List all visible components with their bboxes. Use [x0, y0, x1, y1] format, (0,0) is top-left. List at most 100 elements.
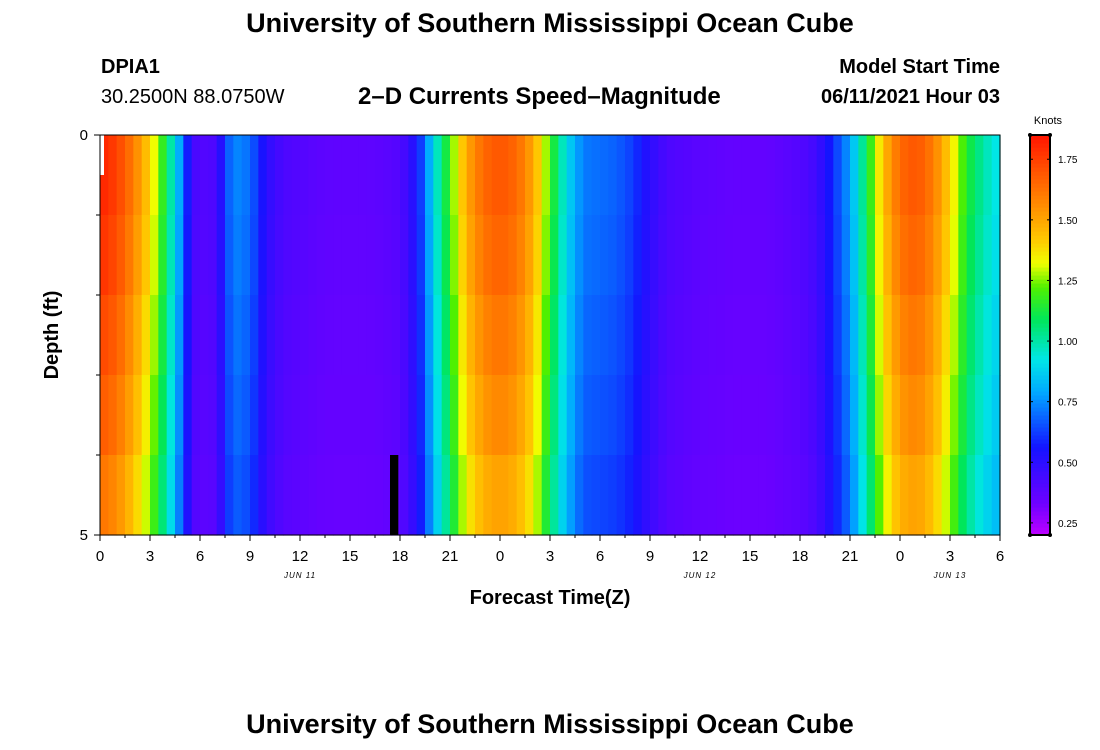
heatmap-cell — [475, 375, 484, 456]
heatmap-cell — [316, 135, 326, 216]
x-tick-label: 18 — [392, 548, 409, 565]
heatmap-cell — [233, 295, 243, 376]
heatmap-cell — [783, 375, 793, 456]
heatmap-cell — [958, 215, 968, 296]
heatmap-cell — [458, 135, 468, 216]
heatmap-cell — [400, 295, 409, 376]
heatmap-cell — [550, 135, 559, 216]
heatmap-cell — [225, 295, 234, 376]
heatmap-cell — [250, 455, 259, 536]
heatmap-cell — [658, 295, 668, 376]
x-tick-label: 0 — [96, 548, 104, 565]
heatmap-cell — [258, 375, 268, 456]
heatmap-cell — [775, 375, 784, 456]
heatmap-cell — [833, 375, 843, 456]
heatmap-cell — [816, 295, 826, 376]
heatmap-cell — [716, 215, 726, 296]
heatmap-cell — [583, 135, 593, 216]
heatmap-cell — [275, 215, 284, 296]
heatmap-cell — [683, 215, 693, 296]
heatmap-cell — [400, 135, 409, 216]
heatmap-cell — [808, 455, 818, 536]
plot-title: 2–D Currents Speed–Magnitude — [358, 83, 721, 110]
colorbar-segment — [1030, 287, 1050, 292]
heatmap-cell — [991, 295, 1001, 376]
colorbar-segment — [1030, 435, 1050, 440]
heatmap-cell — [441, 295, 451, 376]
heatmap-cell — [908, 135, 918, 216]
heatmap-cell — [525, 215, 534, 296]
heatmap-cell — [466, 375, 476, 456]
heatmap-cell — [791, 295, 801, 376]
heatmap-cell — [383, 215, 393, 296]
heatmap-cell — [741, 455, 751, 536]
heatmap-cell — [458, 215, 468, 296]
heatmap-cell — [741, 375, 751, 456]
heatmap-cell — [425, 135, 434, 216]
heatmap-cell — [658, 215, 668, 296]
heatmap-cell — [691, 295, 701, 376]
heatmap-cell — [400, 455, 409, 536]
colorbar-segment — [1030, 459, 1050, 464]
heatmap-cell — [808, 295, 818, 376]
colorbar-segment — [1030, 335, 1050, 340]
heatmap-cell — [558, 455, 568, 536]
heatmap-cell — [191, 455, 201, 536]
colorbar-segment — [1030, 159, 1050, 164]
heatmap-cell — [700, 295, 709, 376]
heatmap-cell — [325, 215, 334, 296]
heatmap-cell — [675, 375, 684, 456]
heatmap-cell — [666, 295, 676, 376]
heatmap-cell — [541, 295, 551, 376]
heatmap-cell — [675, 295, 684, 376]
heatmap-cell — [683, 295, 693, 376]
heatmap-cell — [875, 135, 884, 216]
heatmap-cell — [125, 375, 134, 456]
heatmap-cell — [183, 455, 193, 536]
heatmap-cell — [841, 455, 851, 536]
colorbar-segment — [1030, 247, 1050, 252]
heatmap-cell — [833, 295, 843, 376]
heatmap-cell — [633, 375, 643, 456]
x-tick-label: 6 — [196, 548, 204, 565]
colorbar-segment — [1030, 323, 1050, 328]
heatmap-cell — [325, 135, 334, 216]
colorbar-segment — [1030, 135, 1050, 140]
colorbar-segment — [1030, 355, 1050, 360]
heatmap-cell — [108, 375, 118, 456]
heatmap-cell — [708, 215, 718, 296]
heatmap-cell — [908, 215, 918, 296]
heatmap-cell — [133, 135, 143, 216]
heatmap-cell — [875, 455, 884, 536]
heatmap-cell — [450, 295, 459, 376]
heatmap-cell — [533, 295, 543, 376]
heatmap-cell — [691, 455, 701, 536]
heatmap-cell — [566, 455, 576, 536]
heatmap-cell — [716, 295, 726, 376]
heatmap-cell — [833, 135, 843, 216]
heatmap-cell — [358, 375, 368, 456]
heatmap-cell — [591, 215, 601, 296]
heatmap-cell — [541, 135, 551, 216]
heatmap-cell — [766, 455, 776, 536]
heatmap-cell — [241, 375, 251, 456]
heatmap-cell — [766, 295, 776, 376]
heatmap-cell — [666, 375, 676, 456]
colorbar-tick-label: 1.50 — [1058, 216, 1078, 227]
heatmap-cell — [266, 215, 276, 296]
heatmap-cell — [416, 455, 426, 536]
colorbar-segment — [1030, 503, 1050, 508]
heatmap-cell — [708, 455, 718, 536]
heatmap-cell — [375, 455, 384, 536]
colorbar-segment — [1030, 267, 1050, 272]
heatmap-cell — [358, 215, 368, 296]
heatmap-cell — [275, 375, 284, 456]
heatmap-cell — [350, 135, 359, 216]
heatmap-cell — [850, 375, 859, 456]
heatmap-cell — [375, 135, 384, 216]
heatmap-cell — [858, 135, 868, 216]
heatmap-cell — [258, 295, 268, 376]
heatmap-cell — [483, 375, 493, 456]
colorbar-label: Knots — [1034, 115, 1063, 127]
heatmap-cell — [266, 455, 276, 536]
